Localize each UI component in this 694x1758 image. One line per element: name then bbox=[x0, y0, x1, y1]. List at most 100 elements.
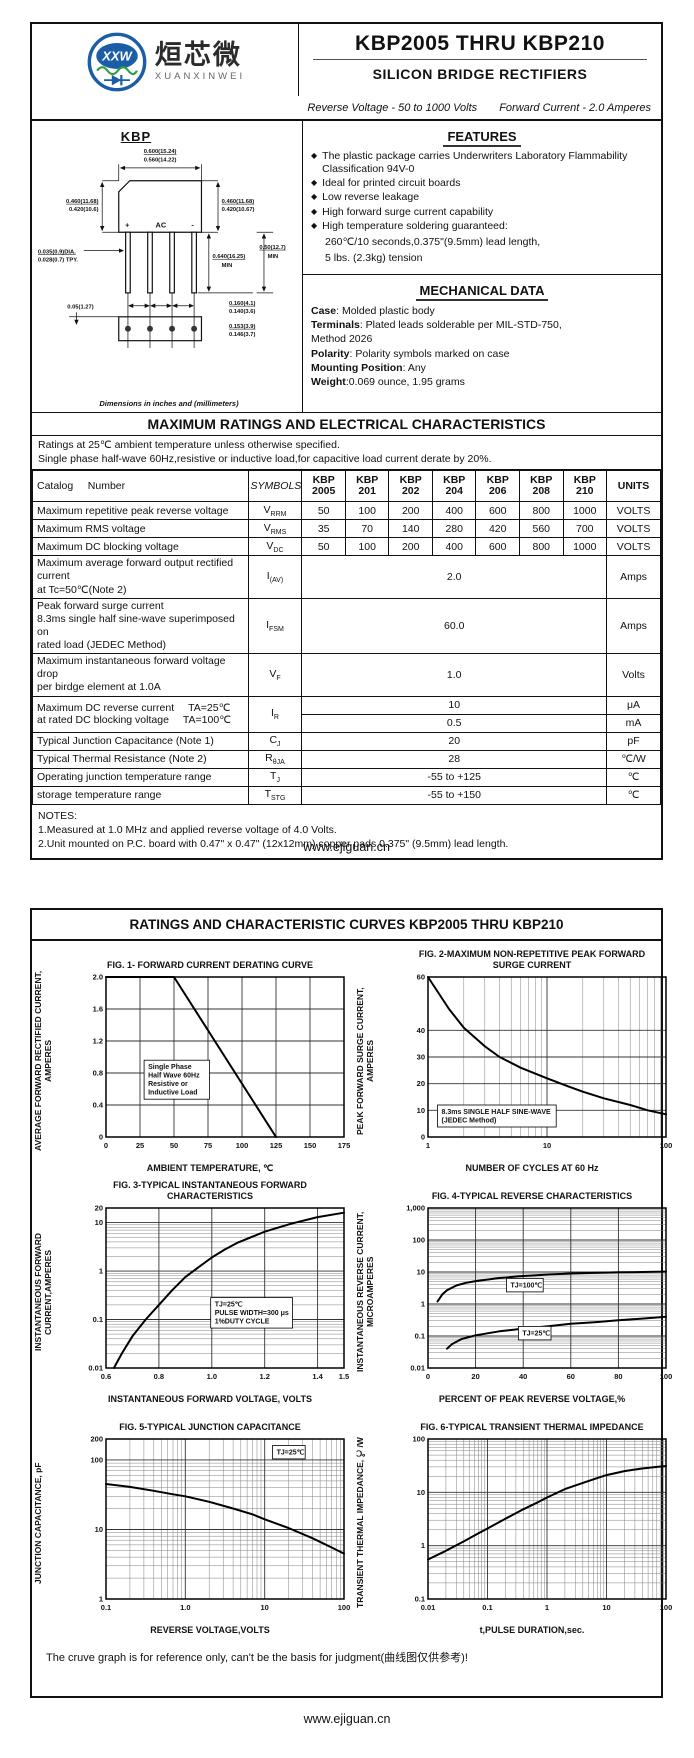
feature-detail-line: 5 lbs. (2.3kg) tension bbox=[325, 252, 423, 265]
svg-text:8.3ms SINGLE HALF SINE-WAVE: 8.3ms SINGLE HALF SINE-WAVE bbox=[442, 1109, 551, 1116]
fig4-ylabel: INSTANTANEOUS REVERSE CURRENT, MICROAMPE… bbox=[355, 1212, 375, 1373]
fig1-xlabel: AMBIENT TEMPERATURE, ℃ bbox=[146, 1163, 274, 1173]
website-url: www.ejiguan.cn bbox=[303, 1712, 391, 1726]
svg-text:0.6: 0.6 bbox=[101, 1372, 111, 1381]
table-row: Maximum RMS voltage VRMS 35 70 140 280 420 56… bbox=[32, 519, 661, 539]
mechanical-data-heading: MECHANICAL DATA bbox=[311, 283, 653, 302]
svg-text:1.6: 1.6 bbox=[93, 1005, 103, 1014]
svg-text:0.8: 0.8 bbox=[154, 1372, 164, 1381]
svg-text:PULSE WIDTH=300 μs: PULSE WIDTH=300 μs bbox=[215, 1310, 289, 1317]
svg-text:0.1: 0.1 bbox=[482, 1603, 492, 1612]
svg-text:0.1: 0.1 bbox=[415, 1594, 425, 1603]
fig4-reverse-characteristics: INSTANTANEOUS REVERSE CURRENT, MICROAMPE… bbox=[355, 1180, 678, 1405]
svg-text:60: 60 bbox=[567, 1372, 575, 1381]
table-row: Peak forward surge current 8.3ms single h… bbox=[32, 597, 661, 655]
fig2-title: FIG. 2-MAXIMUM NON-REPETITIVE PEAK FORWA… bbox=[418, 949, 646, 971]
table-row: Operating junction temperature range TJ … bbox=[32, 767, 661, 787]
svg-text:TJ=25℃: TJ=25℃ bbox=[522, 1329, 550, 1337]
svg-text:1.4: 1.4 bbox=[312, 1372, 323, 1381]
fig1-plot-area: 0 25 50 75 100 125 150 175 0 0.4 0.8 1.2 1.6 2.0 Singl… bbox=[64, 971, 356, 1162]
fig6-title: FIG. 6-TYPICAL TRANSIENT THERMAL IMPEDAN… bbox=[420, 1421, 644, 1432]
svg-text:0.160(4.1): 0.160(4.1) bbox=[229, 301, 255, 307]
svg-text:0.8: 0.8 bbox=[93, 1069, 103, 1078]
note-1: 1.Measured at 1.0 MHz and applied revers… bbox=[38, 823, 337, 836]
svg-text:100: 100 bbox=[412, 1235, 425, 1244]
svg-text:20: 20 bbox=[471, 1372, 479, 1381]
svg-text:0.460(11.68): 0.460(11.68) bbox=[66, 199, 99, 205]
fig2-ylabel: PEAK FORWARD SURGE CURRENT, AMPERES bbox=[355, 987, 375, 1136]
datasheet-page-2: RATINGS AND CHARACTERISTIC CURVES KBP200… bbox=[30, 908, 672, 1698]
fig6-plot-area: 0.01 0.1 1 10 100 0.1 1 10 100 bbox=[386, 1433, 678, 1624]
svg-text:0.460(11.68): 0.460(11.68) bbox=[222, 199, 255, 205]
title-rule bbox=[313, 59, 647, 60]
doc-subtitle: SILICON BRIDGE RECTIFIERS bbox=[372, 66, 588, 82]
svg-text:Single Phase: Single Phase bbox=[148, 1064, 192, 1071]
table-row: Maximum instantaneous forward voltage dr… bbox=[32, 653, 661, 697]
svg-text:0: 0 bbox=[421, 1133, 425, 1142]
svg-text:0.01: 0.01 bbox=[410, 1363, 425, 1372]
svg-text:1.5: 1.5 bbox=[339, 1372, 349, 1381]
feature-item: ◆ Ideal for printed circuit boards bbox=[311, 177, 461, 190]
svg-text:0.035(0.9)DIA.: 0.035(0.9)DIA. bbox=[38, 249, 76, 255]
fig3-instantaneous-forward: INSTANTANEOUS FORWARD CURRENT,AMPERES FI… bbox=[33, 1180, 356, 1405]
svg-text:Inductive Load: Inductive Load bbox=[148, 1090, 197, 1097]
svg-text:30: 30 bbox=[417, 1053, 425, 1062]
mechanical-data-section: MECHANICAL DATA Case: Molded plastic bod… bbox=[303, 275, 661, 395]
xxw-logo-icon: XXW bbox=[87, 32, 147, 92]
fig5-title: FIG. 5-TYPICAL JUNCTION CAPACITANCE bbox=[119, 1421, 301, 1432]
svg-text:0: 0 bbox=[426, 1372, 430, 1381]
svg-text:(JEDEC Method): (JEDEC Method) bbox=[442, 1118, 497, 1125]
datasheet-page-1: XXW 烜芯微 XUANXINWEI KBP2005 THRU KBP210 S… bbox=[30, 22, 663, 860]
table-row: Maximum average forward output rectified… bbox=[32, 555, 661, 599]
svg-text:0.01: 0.01 bbox=[88, 1363, 103, 1372]
features-heading: FEATURES bbox=[311, 129, 653, 147]
fig2-peak-forward-surge: PEAK FORWARD SURGE CURRENT, AMPERES FIG.… bbox=[355, 949, 678, 1174]
reference-disclaimer: The cruve graph is for reference only, c… bbox=[46, 1652, 468, 1665]
svg-text:0.146(3.7): 0.146(3.7) bbox=[229, 332, 255, 338]
svg-text:10: 10 bbox=[261, 1603, 269, 1612]
fig1-forward-current-derating: AVERAGE FORWARD RECTIFIED CURRENT, AMPER… bbox=[33, 949, 356, 1174]
brand-logo: XXW 烜芯微 XUANXINWEI bbox=[32, 24, 299, 96]
notes-section: NOTES: 1.Measured at 1.0 MHz and applied… bbox=[32, 805, 661, 856]
svg-text:1: 1 bbox=[421, 1541, 425, 1550]
mech-terminals: Terminals: Plated leads solderable per M… bbox=[311, 319, 562, 332]
svg-text:0.640(16.25): 0.640(16.25) bbox=[212, 254, 245, 260]
fig2-xlabel: NUMBER OF CYCLES AT 60 Hz bbox=[465, 1163, 599, 1173]
svg-text:100: 100 bbox=[236, 1141, 249, 1150]
fig4-plot-area: 0 20 40 60 80 100 0.01 0.1 1 10 100 1,000 TJ=100℃ TJ=… bbox=[386, 1202, 678, 1393]
fig6-xlabel: t,PULSE DURATION,sec. bbox=[479, 1624, 585, 1635]
package-drawing-panel: KBP 0.600(15.24) 0.560(14.22) + AC - 0.4… bbox=[32, 121, 303, 412]
fig5-plot-area: 0.1 1.0 10 100 1 10 100 200 TJ=25℃ bbox=[64, 1433, 356, 1624]
fig3-plot-area: 0.6 0.8 1.0 1.2 1.4 1.5 0.01 0.1 1 10 20 TJ=25℃ PULS… bbox=[64, 1202, 356, 1393]
svg-text:TJ=100℃: TJ=100℃ bbox=[511, 1281, 543, 1289]
svg-text:Half Wave 60Hz: Half Wave 60Hz bbox=[148, 1073, 200, 1080]
svg-text:1: 1 bbox=[545, 1603, 549, 1612]
svg-text:-: - bbox=[191, 221, 194, 230]
svg-text:0.1: 0.1 bbox=[415, 1331, 425, 1340]
ratings-table: Catalog Number SYMBOLS KBP 2005 KBP 201 KB… bbox=[32, 470, 661, 805]
fig6-ylabel: TRANSIENT THERMAL IMPEDANCE, ℃/W bbox=[355, 1437, 365, 1609]
ratings-intro-line1: Ratings at 25℃ ambient temperature unles… bbox=[38, 439, 340, 451]
svg-text:0.05(1.27): 0.05(1.27) bbox=[67, 305, 93, 311]
svg-text:10: 10 bbox=[95, 1525, 103, 1534]
svg-text:10: 10 bbox=[417, 1487, 425, 1496]
table-row: Maximum DC reverse current TA=25℃ at rated… bbox=[32, 695, 661, 733]
svg-text:0.420(10.67): 0.420(10.67) bbox=[222, 207, 255, 213]
page-title: KBP2005 THRU KBP210 bbox=[355, 32, 605, 55]
svg-text:0.420(10.6): 0.420(10.6) bbox=[69, 207, 99, 213]
brand-name-en: XUANXINWEI bbox=[154, 71, 246, 82]
svg-text:1.0: 1.0 bbox=[180, 1603, 190, 1612]
svg-text:40: 40 bbox=[519, 1372, 527, 1381]
fig3-xlabel: INSTANTANEOUS FORWARD VOLTAGE, VOLTS bbox=[108, 1393, 312, 1404]
fig3-title: FIG. 3-TYPICAL INSTANTANEOUS FORWARD CHA… bbox=[113, 1180, 307, 1201]
svg-text:MIN: MIN bbox=[268, 254, 279, 260]
svg-text:Resistive or: Resistive or bbox=[148, 1081, 188, 1088]
svg-text:125: 125 bbox=[270, 1141, 283, 1150]
svg-text:1: 1 bbox=[99, 1266, 103, 1275]
table-row: Maximum DC blocking voltage VDC 50 100 200… bbox=[32, 537, 661, 557]
tagline-reverse-voltage: Reverse Voltage - 50 to 1000 Volts bbox=[307, 102, 478, 114]
svg-text:100: 100 bbox=[660, 1603, 673, 1612]
diamond-bullet-icon: ◆ bbox=[311, 206, 318, 216]
ratings-intro: Ratings at 25℃ ambient temperature unles… bbox=[32, 436, 661, 471]
